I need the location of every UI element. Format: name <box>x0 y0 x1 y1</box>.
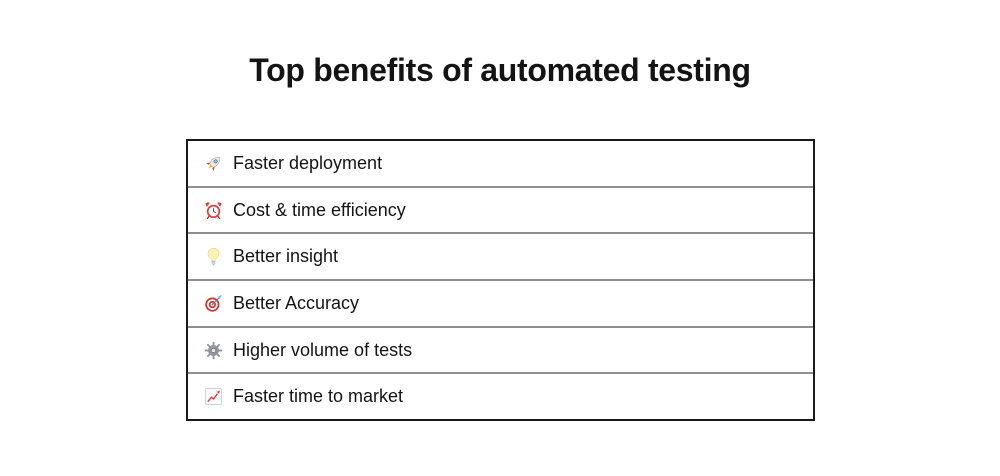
row-label: Higher volume of tests <box>233 339 413 360</box>
gear-icon <box>202 339 224 361</box>
chart-increasing-icon <box>202 386 224 408</box>
row-label: Better insight <box>233 246 339 267</box>
page-title: Top benefits of automated testing <box>249 52 751 88</box>
table-row: Better insight <box>188 232 813 279</box>
table-row: Faster deployment <box>188 141 813 186</box>
benefits-table: Faster deployment Cost & time efficiency… <box>186 139 815 421</box>
light-bulb-icon <box>202 246 224 268</box>
row-label: Faster deployment <box>233 152 383 173</box>
table-row: Faster time to market <box>188 372 813 419</box>
table-row: Higher volume of tests <box>188 325 813 373</box>
table-row: Better Accuracy <box>188 279 813 326</box>
row-label: Better Accuracy <box>233 292 360 313</box>
row-label: Cost & time efficiency <box>233 199 406 220</box>
dart-target-icon <box>202 292 224 314</box>
rocket-icon <box>202 152 224 174</box>
table-row: Cost & time efficiency <box>188 185 813 233</box>
alarm-clock-icon <box>202 199 224 221</box>
row-label: Faster time to market <box>233 386 404 407</box>
